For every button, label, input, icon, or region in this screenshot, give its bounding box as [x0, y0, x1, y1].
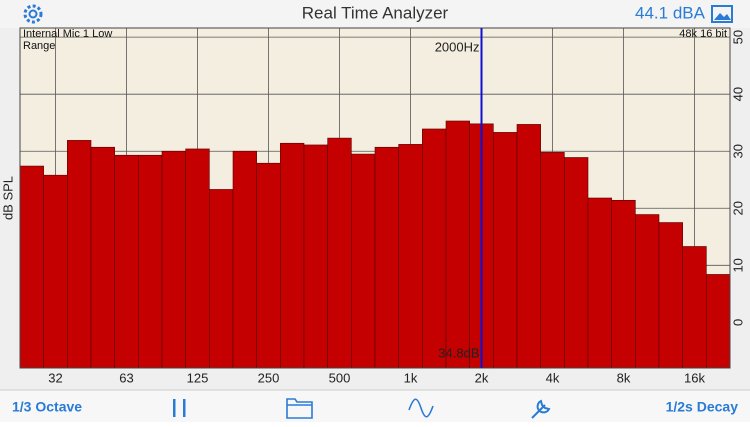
bar [138, 154, 163, 369]
folder-button[interactable] [286, 398, 313, 419]
bar [445, 120, 470, 369]
tools-button[interactable] [531, 399, 551, 419]
x-tick-label: 500 [329, 370, 351, 385]
x-tick-label: 250 [258, 370, 280, 385]
bar [209, 189, 234, 369]
bar [185, 148, 210, 369]
signal-button[interactable] [408, 398, 434, 418]
toolbar [0, 390, 750, 422]
bar [635, 214, 660, 369]
bar [398, 144, 423, 369]
source-label: Internal Mic 1 Low [23, 28, 112, 40]
bar [493, 132, 518, 369]
level-readout[interactable]: 44.1 dBA [635, 3, 706, 22]
bar [516, 124, 541, 369]
plot-border [19, 27, 731, 369]
x-tick-label: 1k [404, 370, 418, 385]
bar [232, 150, 257, 369]
decay-button[interactable]: 1/2s Decay [666, 399, 739, 415]
settings-button[interactable] [23, 4, 43, 24]
y-tick-label: 10 [730, 258, 745, 272]
header-bar [0, 0, 750, 28]
x-tick-label: 16k [684, 370, 705, 385]
x-tick-label: 4k [546, 370, 560, 385]
bar [90, 146, 115, 369]
x-tick-label: 8k [617, 370, 631, 385]
bar [540, 152, 565, 369]
bar [67, 140, 92, 369]
bar [564, 157, 589, 369]
range-label: Range [23, 40, 55, 52]
bar [303, 144, 328, 369]
bar [351, 153, 376, 369]
marker-level: 34.8dB [438, 345, 479, 360]
bar [19, 165, 44, 369]
x-tick-label: 2k [475, 370, 489, 385]
bar [43, 174, 68, 369]
bar [374, 146, 399, 369]
x-tick-label: 63 [119, 370, 133, 385]
app-title: Real Time Analyzer [302, 3, 449, 22]
bar [114, 154, 139, 369]
octave-button[interactable]: 1/3 Octave [12, 399, 82, 415]
y-tick-label: 0 [730, 319, 745, 326]
bar [161, 150, 186, 369]
bar [422, 128, 447, 369]
bar [706, 274, 731, 369]
bar [587, 197, 612, 369]
y-tick-label: 50 [730, 30, 745, 44]
bar [611, 199, 636, 369]
bar [327, 137, 352, 369]
image-button[interactable] [711, 5, 733, 23]
format-label: 48k 16 bit [679, 28, 727, 40]
y-tick-label: 30 [730, 144, 745, 158]
y-tick-label: 20 [730, 201, 745, 215]
y-tick-label: 40 [730, 87, 745, 101]
x-tick-label: 125 [187, 370, 209, 385]
x-tick-label: 32 [48, 370, 62, 385]
marker-frequency: 2000Hz [435, 39, 480, 54]
bar [682, 246, 707, 369]
bar [256, 162, 281, 369]
pause-button[interactable] [173, 399, 186, 417]
y-axis-label: dB SPL [0, 176, 15, 220]
bar [658, 222, 683, 369]
bar [280, 142, 305, 369]
